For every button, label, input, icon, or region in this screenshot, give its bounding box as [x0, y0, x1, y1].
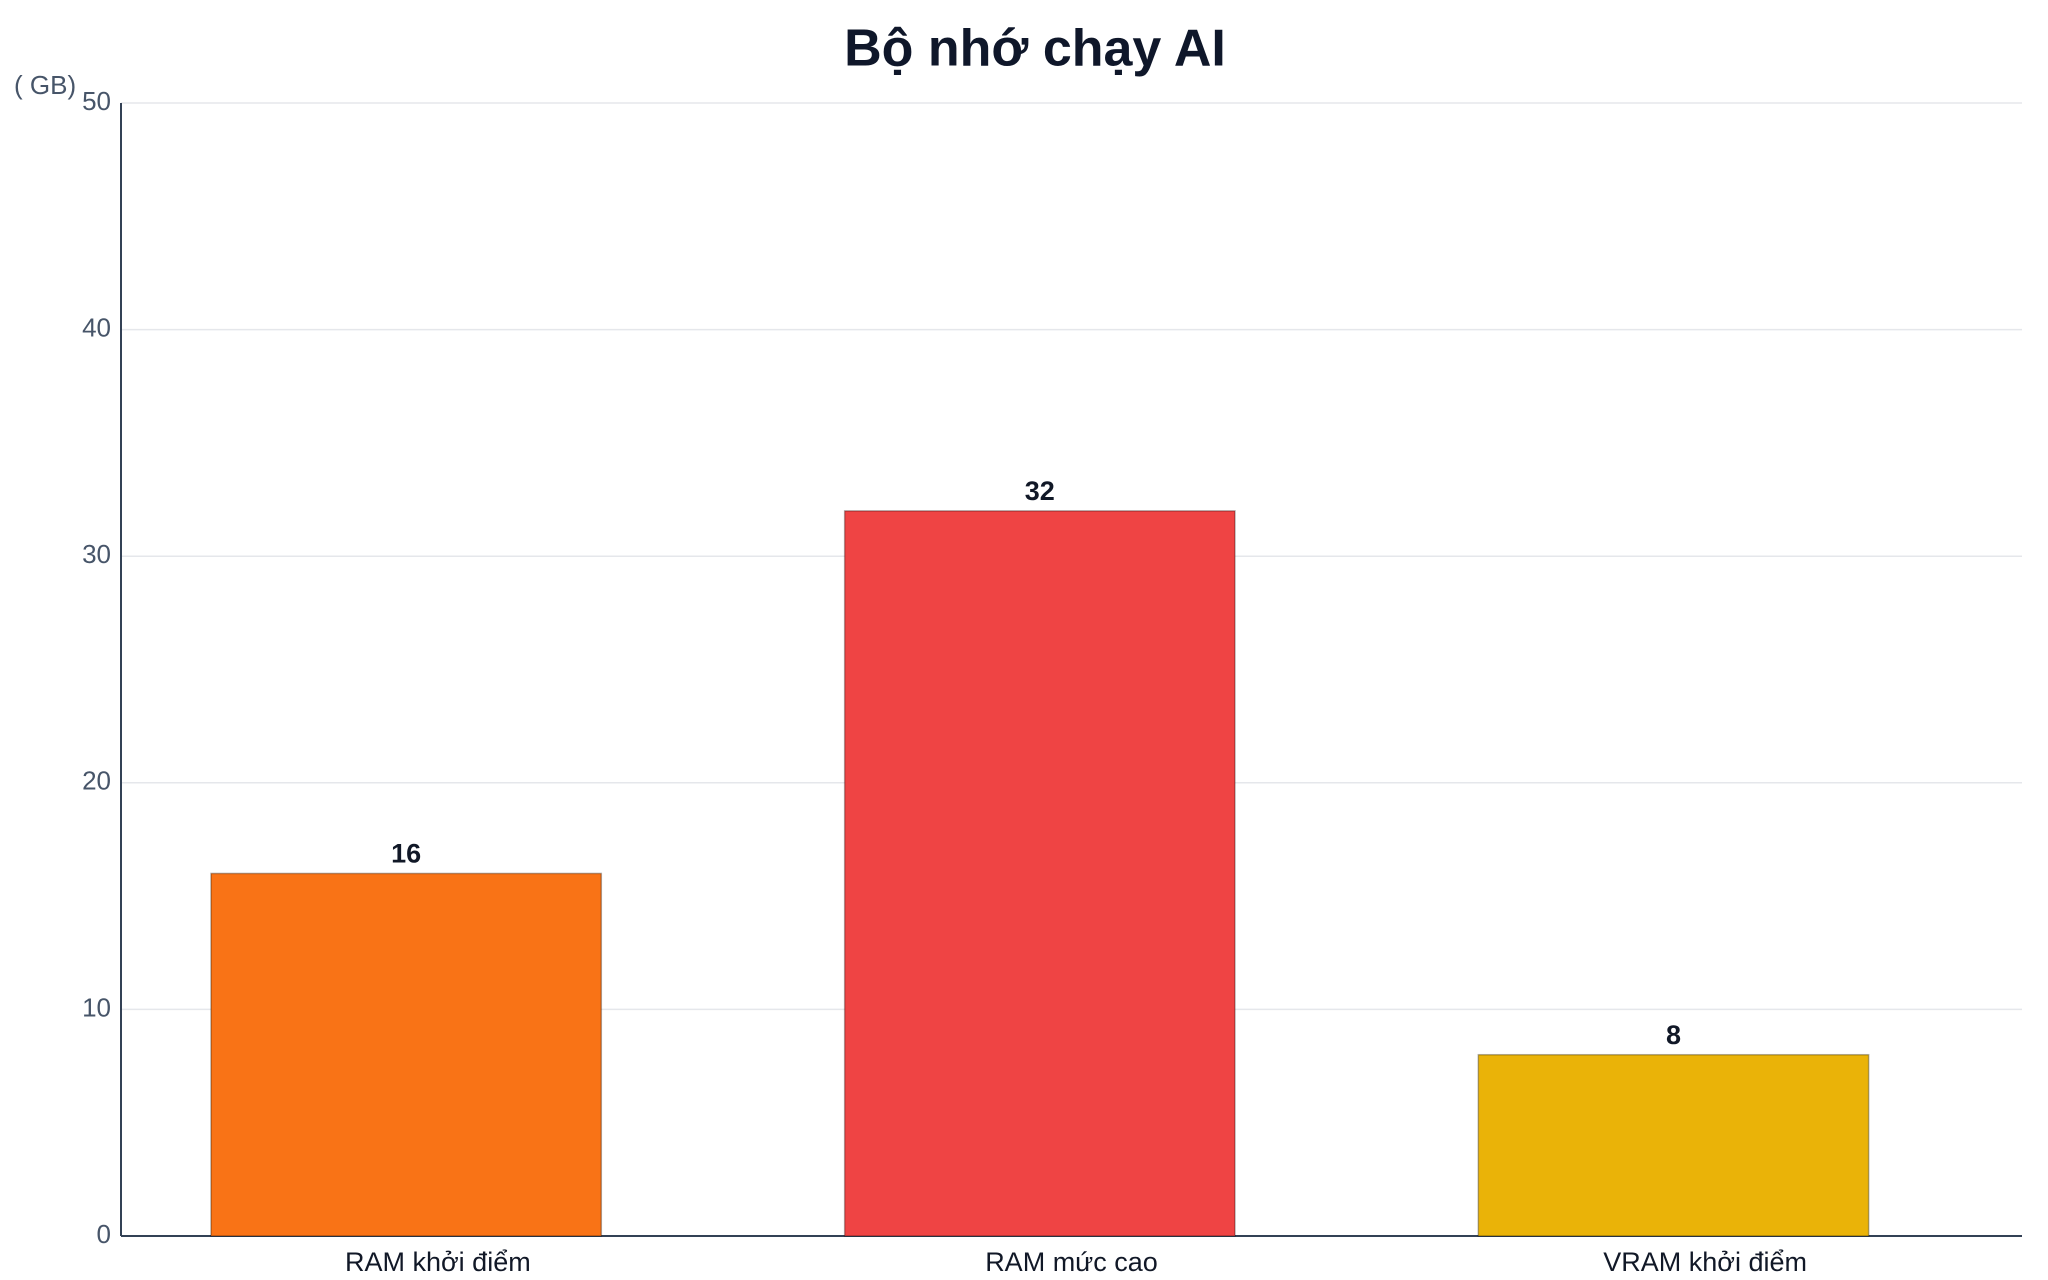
x-tick-label: VRAM khởi điểm — [1603, 1247, 1807, 1277]
chart-title: Bộ nhớ chạy AI — [844, 20, 1226, 78]
bar — [1477, 1053, 1870, 1237]
x-tick-label: RAM mức cao — [985, 1247, 1158, 1277]
y-tick-label: 50 — [82, 86, 111, 116]
value-label: 32 — [1025, 476, 1055, 506]
y-tick-label: 30 — [82, 539, 111, 569]
y-tick-label: 40 — [82, 312, 111, 342]
y-tick-label: 10 — [82, 992, 111, 1022]
y-tick-label: 20 — [82, 766, 111, 796]
bar — [210, 872, 603, 1237]
value-label: 8 — [1666, 1020, 1681, 1050]
y-tick-label: 0 — [97, 1219, 111, 1249]
value-label: 16 — [391, 839, 421, 869]
y-axis-label: ( GB) — [14, 70, 76, 100]
bar — [843, 510, 1236, 1237]
x-tick-label: RAM khởi điểm — [345, 1247, 531, 1277]
